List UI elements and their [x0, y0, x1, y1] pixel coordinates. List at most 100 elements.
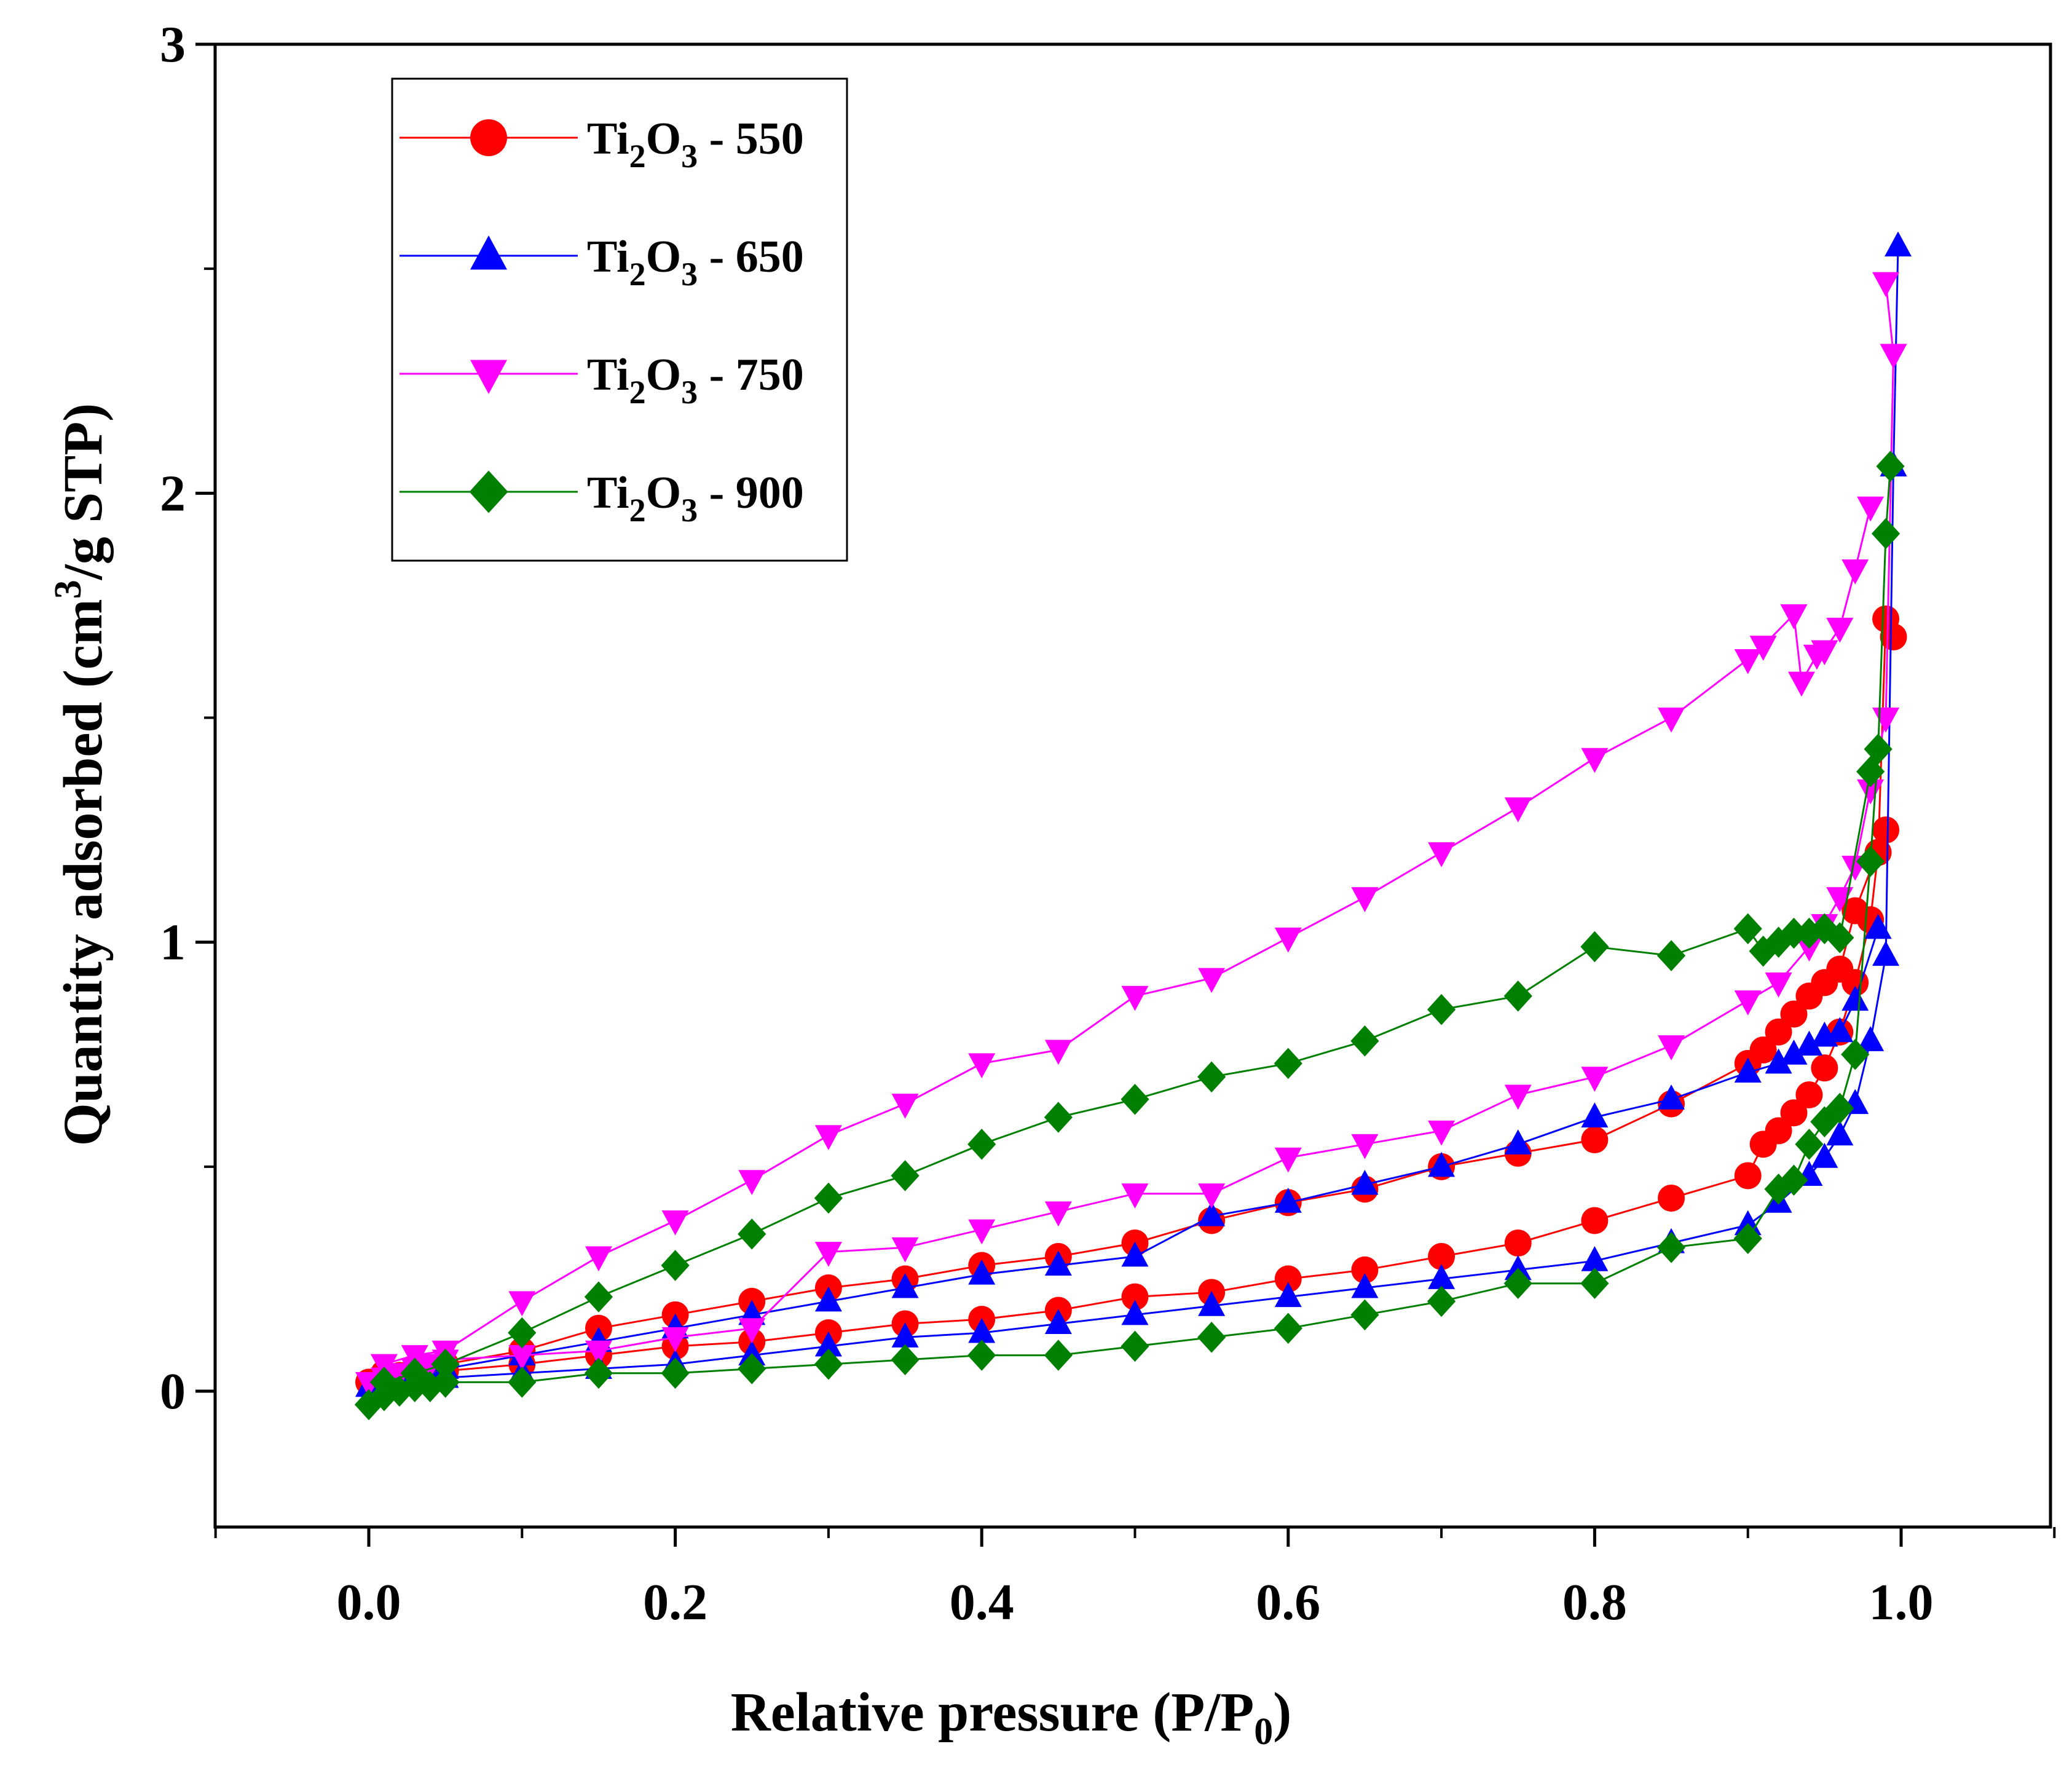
legend-marker [470, 119, 507, 156]
data-point [1427, 993, 1456, 1025]
data-point [1197, 1061, 1226, 1093]
data-point [1503, 1268, 1532, 1300]
data-point [814, 1125, 842, 1150]
data-point [1044, 1309, 1072, 1334]
legend-box [391, 77, 848, 562]
data-point [1885, 231, 1912, 257]
data-point [1044, 1340, 1073, 1371]
data-point [738, 1353, 766, 1384]
data-point [1780, 1040, 1808, 1065]
data-point [416, 1371, 444, 1402]
legend-label: Ti2O3 - 900 [587, 468, 804, 529]
data-point [891, 1344, 920, 1376]
data-point [1504, 1129, 1532, 1154]
y-tick-label: 3 [160, 16, 186, 73]
data-point [1580, 1268, 1609, 1300]
x-axis-title-main: Relative pressure (P/P [731, 1682, 1254, 1743]
x-axis-title-close: ) [1273, 1682, 1291, 1743]
legend-label-part: O [646, 114, 682, 164]
data-point [1857, 1026, 1885, 1051]
data-point [1658, 1184, 1685, 1212]
data-point [1872, 272, 1900, 298]
data-point [891, 1273, 919, 1298]
data-point [1351, 1256, 1379, 1284]
data-point [1780, 1000, 1808, 1028]
legend-marker [470, 235, 507, 270]
data-point [968, 1317, 996, 1343]
data-point [1274, 1048, 1302, 1079]
data-point [1795, 1081, 1823, 1108]
data-point [1581, 1067, 1609, 1092]
data-point [1733, 1223, 1762, 1254]
data-point [1749, 636, 1777, 661]
data-point [1044, 1201, 1072, 1227]
data-point [1780, 1099, 1808, 1127]
data-point [891, 1322, 919, 1348]
data-point [661, 1250, 690, 1281]
legend-label-part: - 650 [698, 232, 804, 282]
data-point [1428, 1120, 1456, 1146]
data-point [814, 1348, 843, 1380]
legend-label-part: 3 [681, 492, 698, 529]
data-point [1503, 981, 1532, 1012]
data-point [1121, 1083, 1149, 1115]
legend-label-part: O [646, 350, 682, 400]
data-point [1198, 1291, 1226, 1316]
y-axis-title-rest: /g STP) [53, 403, 114, 581]
x-tick-label: 0.2 [643, 1574, 707, 1631]
series-0-adsorption-line [368, 618, 1894, 1383]
data-point [1351, 1169, 1379, 1195]
data-point [1795, 1129, 1824, 1160]
data-point [431, 1348, 460, 1380]
data-point [738, 1318, 766, 1343]
data-point [1274, 1265, 1302, 1293]
data-point [1811, 1021, 1838, 1047]
data-point [1274, 1188, 1302, 1213]
data-point [1351, 887, 1379, 912]
legend-label: Ti2O3 - 650 [587, 232, 804, 293]
data-point [1856, 756, 1885, 787]
data-point [1856, 845, 1885, 877]
legend-label-part: 3 [681, 374, 698, 411]
legend-label-part: Ti [587, 350, 629, 400]
legend-marker [470, 360, 507, 394]
data-point [1872, 941, 1900, 966]
data-point [738, 1170, 766, 1195]
data-point [1351, 1273, 1379, 1298]
data-point [1826, 1092, 1854, 1124]
data-point [1350, 1025, 1379, 1057]
legend-label-part: O [646, 232, 682, 282]
data-point [508, 1317, 537, 1349]
data-point [1871, 518, 1901, 550]
data-point [1044, 1250, 1072, 1276]
legend-label-part: Ti [587, 232, 629, 282]
legend-label-part: Ti [587, 468, 629, 518]
series-layer [354, 231, 1912, 1421]
data-point [1351, 1134, 1379, 1159]
data-point [1826, 1120, 1854, 1146]
legend-label-part: 3 [681, 256, 698, 293]
data-point [1734, 990, 1762, 1016]
data-point [1121, 1241, 1149, 1267]
data-point [1872, 708, 1900, 733]
data-point [1580, 931, 1609, 963]
data-point [1428, 1242, 1456, 1270]
data-point [661, 1327, 689, 1352]
x-tick-label: 1.0 [1869, 1574, 1934, 1631]
legend-label: Ti2O3 - 750 [587, 350, 804, 411]
x-axis-title-sub: 0 [1254, 1711, 1273, 1753]
data-point [508, 1291, 536, 1317]
data-point [1274, 1282, 1302, 1308]
data-point [967, 1340, 996, 1371]
data-point [1787, 671, 1815, 697]
data-point [891, 1094, 919, 1119]
data-point [1826, 1017, 1854, 1043]
legend-label-part: Ti [587, 114, 629, 164]
data-point [738, 1218, 766, 1250]
y-axis-title-main: Quantity adsorbed (cm [53, 599, 114, 1146]
data-point [1274, 1312, 1302, 1344]
legend-marker [469, 470, 508, 513]
data-point [1428, 1151, 1456, 1177]
